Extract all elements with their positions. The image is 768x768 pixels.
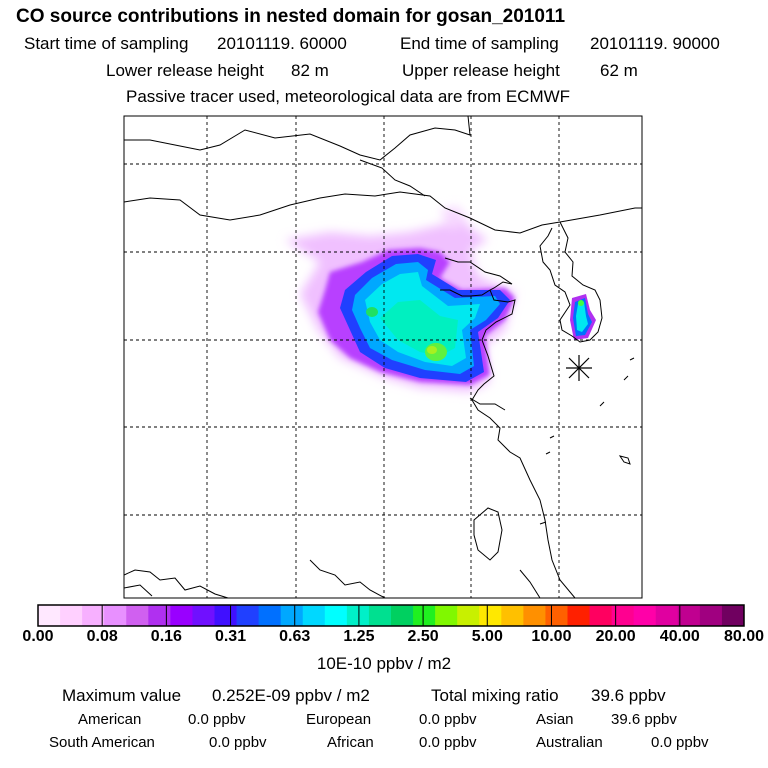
colorbar-cell (104, 605, 127, 626)
colorbar-cell (82, 605, 105, 626)
chart-title: CO source contributions in nested domain… (16, 6, 566, 27)
colorbar-tick-label: 2.50 (407, 628, 439, 645)
end-time-value: 20101119. 90000 (590, 34, 720, 53)
colorbar-cell (699, 605, 723, 626)
total-mixing-value: 39.6 ppbv (591, 686, 666, 705)
data-source-note: Passive tracer used, meteorological data… (126, 87, 571, 106)
colorbar-cell (346, 605, 370, 626)
colorbar-cell (324, 605, 348, 626)
colorbar-cell (236, 605, 260, 626)
colorbar-tick-label: 80.00 (723, 628, 765, 645)
colorbar-cell (589, 605, 613, 626)
colorbar-cell (38, 605, 61, 626)
upper-height-label: Upper release height (402, 61, 560, 80)
coastlines (124, 116, 642, 598)
colorbar-cell (280, 605, 304, 626)
start-time-value: 20101119. 60000 (217, 34, 347, 53)
map-frame (123, 115, 643, 599)
colorbar-tick-label: 0.16 (150, 628, 182, 645)
receptor-asterisk-icon (566, 355, 592, 381)
region-name: American (78, 711, 142, 728)
colorbar-cell (192, 605, 215, 626)
colorbar-cell (148, 605, 171, 626)
colorbar-tick-label: 40.00 (659, 628, 700, 645)
colorbar-tick-label: 0.63 (279, 628, 311, 645)
region-value: 0.0 ppbv (651, 734, 709, 751)
colorbar-cell (170, 605, 193, 626)
max-value: 0.252E-09 ppbv / m2 (212, 686, 370, 705)
total-mixing-label: Total mixing ratio (431, 686, 559, 705)
colorbar-tick-label: 20.00 (595, 628, 636, 645)
colorbar-cell (677, 605, 701, 626)
start-time-label: Start time of sampling (24, 34, 189, 53)
region-name: Australian (536, 734, 603, 751)
colorbar-cell (655, 605, 679, 626)
colorbar-tick-label: 5.00 (471, 628, 503, 645)
region-name: African (327, 734, 374, 751)
region-value: 0.0 ppbv (209, 734, 267, 751)
colorbar-cell (126, 605, 149, 626)
colorbar-cell (633, 605, 657, 626)
colorbar-cell (258, 605, 282, 626)
colorbar-tick-label: 10.00 (531, 628, 572, 645)
colorbar-cell (413, 605, 436, 626)
colorbar-tick-label: 0.00 (22, 628, 54, 645)
max-value-label: Maximum value (62, 686, 182, 705)
colorbar-cell (457, 605, 480, 626)
lower-height-label: Lower release height (106, 61, 264, 80)
lower-height-value: 82 m (291, 61, 329, 80)
colorbar-cell (523, 605, 546, 626)
plume-blue-layer (340, 254, 510, 382)
colorbar-cell (611, 605, 635, 626)
colorbar-cell (302, 605, 326, 626)
region-value: 0.0 ppbv (419, 734, 477, 751)
region-value: 0.0 ppbv (419, 711, 477, 728)
colorbar-cell (368, 605, 392, 626)
region-name: Asian (536, 711, 574, 728)
colorbar-cell (214, 605, 238, 626)
colorbar-unit: 10E-10 ppbv / m2 (316, 654, 452, 673)
colorbar-cell (391, 605, 414, 626)
region-value: 39.6 ppbv (611, 711, 677, 728)
end-time-label: End time of sampling (400, 34, 559, 53)
colorbar-cell (567, 605, 591, 626)
colorbar-tick-label: 1.25 (343, 628, 375, 645)
colorbar-cell (721, 605, 745, 626)
korea-plume (570, 294, 596, 340)
lat-lon-grid (124, 116, 642, 598)
colorbar-cell (501, 605, 524, 626)
colorbar-tick-label: 0.08 (86, 628, 118, 645)
colorbar-cell (60, 605, 83, 626)
colorbar-tick-label: 0.31 (214, 628, 247, 645)
colorbar-cell (479, 605, 502, 626)
region-name: European (306, 711, 372, 728)
region-value: 0.0 ppbv (188, 711, 246, 728)
colorbar-cell (545, 605, 568, 626)
colorbar-cell (435, 605, 458, 626)
upper-height-value: 62 m (600, 61, 638, 80)
region-name: South American (49, 734, 155, 751)
